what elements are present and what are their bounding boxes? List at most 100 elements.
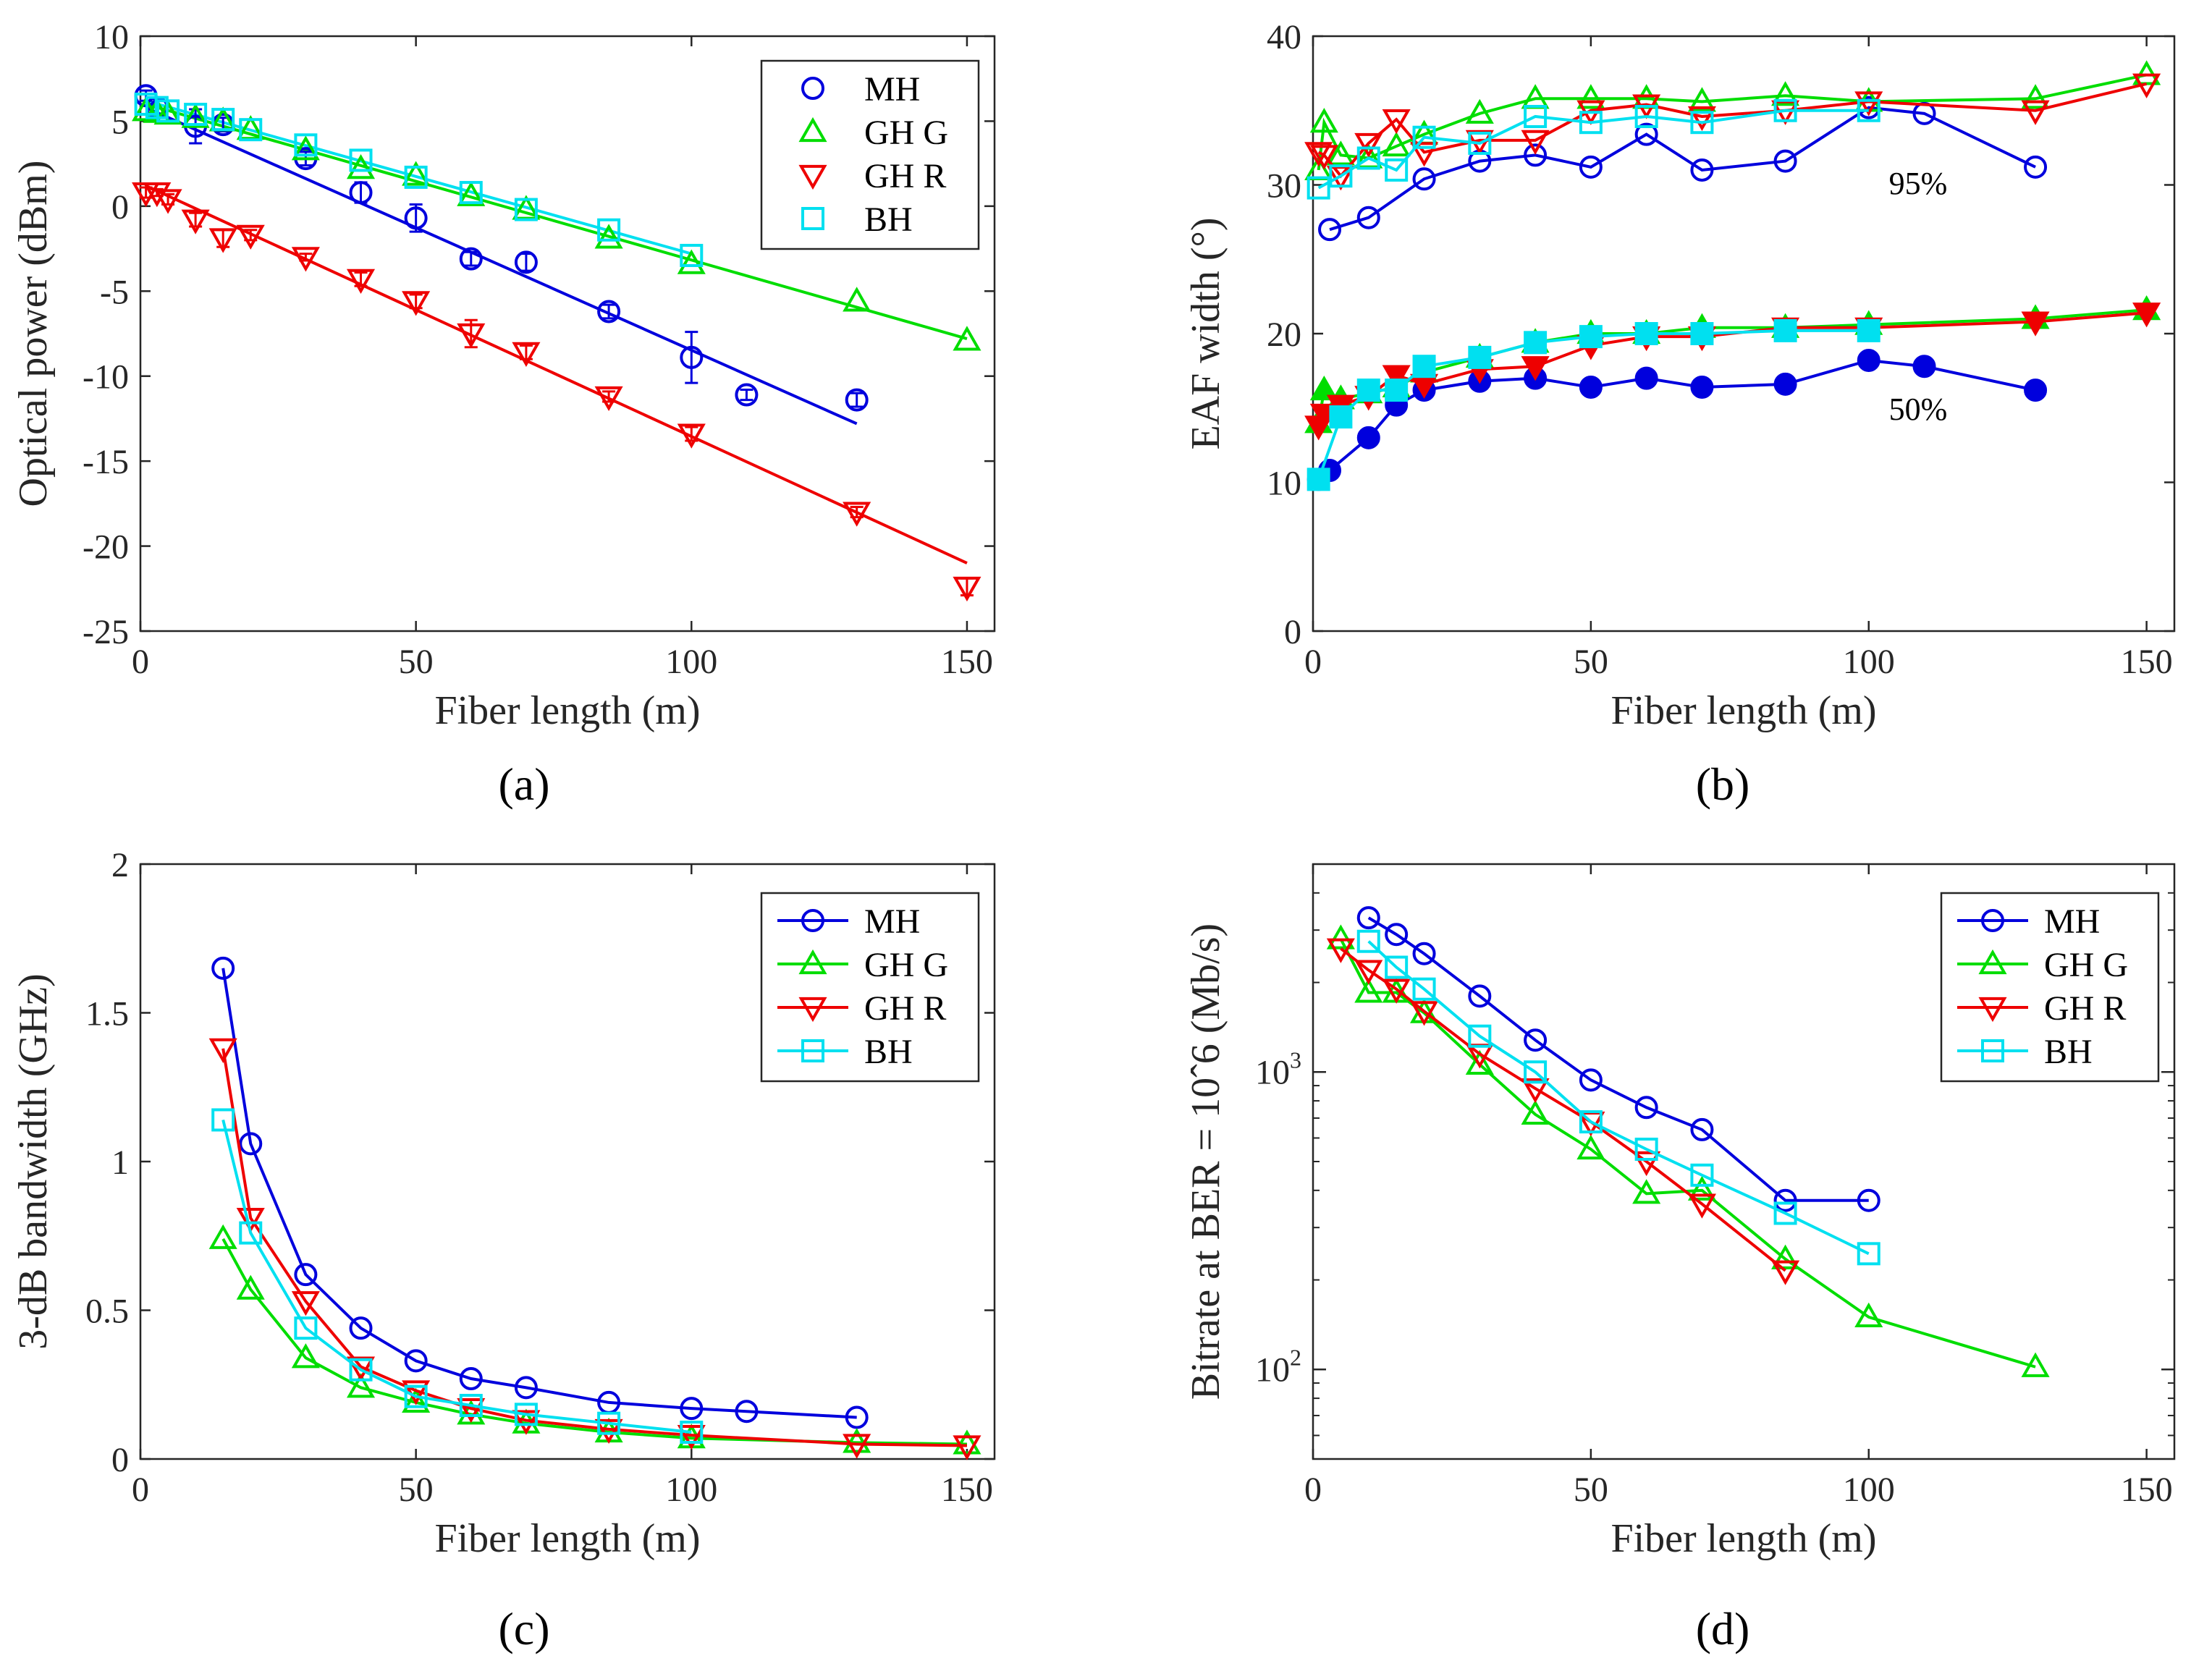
legend-item-bh: BH: [1957, 1033, 2093, 1071]
legend-item-bh: BH: [801, 200, 913, 239]
series-line: [221, 968, 857, 1419]
series-bh: [1356, 929, 1880, 1266]
legend-box: [760, 59, 980, 250]
data-point: [1329, 405, 1353, 429]
data-point: [211, 1108, 235, 1132]
x-axis: 0 50 100 150: [132, 36, 993, 681]
data-point: [349, 148, 373, 172]
data-point: [1857, 98, 1880, 122]
data-point: [1773, 149, 1797, 173]
panel-label: (b): [1696, 758, 1750, 810]
data-point: [153, 189, 182, 214]
series-bh-95-: [1306, 98, 1880, 200]
fit-line-gh-r: [145, 184, 968, 564]
x-tick-label: 100: [665, 643, 717, 681]
data-point: [594, 386, 623, 412]
legend: MH GH G GH R BH: [1940, 892, 2160, 1083]
data-point: [349, 1316, 373, 1340]
data-point: [294, 133, 318, 157]
series-gh-r: [1326, 938, 1800, 1285]
x-axis: 0 50 100 150: [1304, 36, 2173, 681]
data-point: [1385, 158, 1409, 182]
data-point: [845, 388, 869, 412]
data-point: [1912, 355, 1936, 378]
data-point: [1465, 98, 1494, 124]
y-tick-label: 0: [1284, 613, 1301, 651]
legend-marker: [1978, 949, 2007, 975]
y-tick-base: 10: [1255, 1053, 1290, 1091]
data-point: [291, 1343, 320, 1369]
data-point: [1326, 938, 1355, 963]
data-point: [404, 206, 428, 230]
legend-label: MH: [864, 70, 920, 109]
series-bh: [211, 1108, 704, 1445]
data-point: [1687, 106, 1716, 132]
data-point: [1412, 942, 1436, 965]
data-point: [1356, 426, 1380, 449]
data-point: [2021, 1352, 2050, 1377]
x-axis-label: Fiber length (m): [1611, 688, 1876, 733]
data-point: [843, 502, 871, 527]
y-tick-label: 1: [111, 1143, 129, 1182]
y-axis-label: EAF width (°): [1183, 217, 1228, 449]
panel-label: (c): [498, 1603, 549, 1654]
data-point: [1521, 84, 1550, 109]
series-mh: [1356, 906, 1880, 1212]
legend-label: MH: [2044, 902, 2100, 941]
x-tick-label: 100: [1843, 643, 1895, 681]
data-point: [1634, 104, 1658, 128]
data-point: [346, 1356, 376, 1382]
data-point: [1306, 468, 1330, 491]
legend-item-mh: MH: [777, 902, 920, 941]
data-point: [1410, 142, 1439, 167]
data-point: [1465, 1049, 1494, 1075]
data-point: [1857, 318, 1880, 342]
data-point: [1771, 1244, 1800, 1269]
data-point: [457, 1398, 486, 1424]
data-point: [1412, 977, 1436, 1001]
y-axis-label: 3-dB bandwidth (GHz): [11, 973, 56, 1349]
y-tick-label: 20: [1267, 316, 1301, 354]
data-point: [459, 247, 483, 271]
data-point: [2132, 60, 2161, 85]
data-point: [1521, 1099, 1550, 1125]
x-tick-label: 50: [399, 1471, 434, 1509]
y-tick-label: 0: [111, 1441, 129, 1479]
y-tick-label: 10: [1267, 465, 1301, 503]
data-point: [1687, 87, 1716, 112]
data-point: [1306, 176, 1330, 200]
data-point: [1412, 167, 1436, 191]
y-tick-label: 102: [1255, 1344, 1301, 1389]
data-point: [1579, 111, 1603, 135]
data-point: [1412, 125, 1436, 149]
legend-marker: [801, 909, 824, 932]
data-point: [402, 291, 431, 316]
data-point: [514, 1376, 538, 1400]
data-point: [459, 1367, 483, 1391]
data-point: [1468, 131, 1492, 155]
data-point: [236, 224, 265, 250]
series-line: [1317, 308, 2147, 423]
data-point: [181, 209, 210, 234]
legend-item-gh-r: GH R: [798, 157, 946, 195]
y-axis: 0 10 20 30 40: [1267, 18, 2174, 651]
panel-b: 0 50 100 150 0 10 20 30 40 Fiber length (m) EAF wi…: [1183, 18, 2176, 810]
data-point: [1771, 81, 1800, 106]
data-point: [594, 224, 623, 249]
legend-marker: [801, 207, 824, 230]
x-tick-label: 50: [1574, 1471, 1608, 1509]
legend-item-gh-r: GH R: [777, 989, 946, 1028]
series-gh-g: [132, 96, 982, 351]
data-point: [457, 323, 486, 349]
legend-item-gh-g: GH G: [798, 114, 948, 152]
series-gh-r: [208, 1038, 982, 1460]
data-point: [597, 218, 621, 242]
data-point: [402, 161, 431, 186]
y-axis: -25 -20 -15 -10 -5 0 5 10: [83, 18, 995, 651]
data-point: [404, 1349, 428, 1373]
legend-item-gh-r: GH R: [1957, 989, 2126, 1028]
x-axis-label: Fiber length (m): [434, 1516, 700, 1561]
legend-label: BH: [864, 200, 913, 239]
